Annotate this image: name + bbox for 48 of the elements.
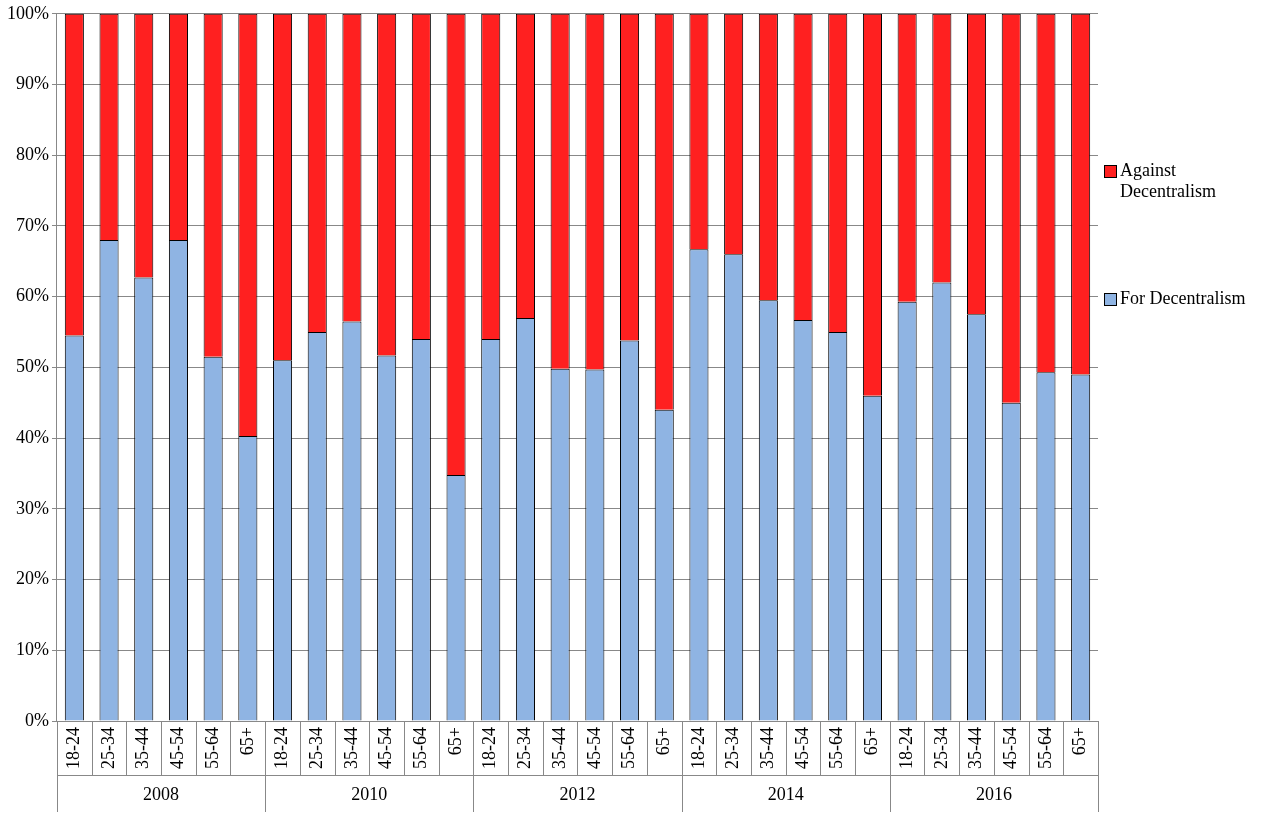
- y-tick-label: 20%: [15, 568, 49, 589]
- x-tick-label: 35-44: [965, 727, 986, 770]
- text: 2008: [143, 784, 180, 805]
- x-tick-label: 18-24: [895, 727, 916, 770]
- x-tick-label: 65+: [861, 727, 882, 756]
- y-tick-label: 10%: [15, 639, 49, 660]
- text: 2010: [351, 784, 388, 805]
- x-tick-label: 45-54: [999, 727, 1020, 770]
- x-tick-label: 25-34: [722, 727, 743, 770]
- x-tick-label: 45-54: [375, 727, 396, 770]
- x-tick-label: 35-44: [132, 727, 153, 770]
- x-tick-label: 25-34: [97, 727, 118, 770]
- x-tick-label: 65+: [444, 727, 465, 756]
- x-tick-label: 35-44: [548, 727, 569, 770]
- y-tick-label: 30%: [15, 497, 49, 518]
- x-tick-label: 45-54: [791, 727, 812, 770]
- legend-label: For Decentralism: [1120, 288, 1246, 309]
- x-tick-label: 45-54: [583, 727, 604, 770]
- x-tick-label: 65+: [236, 727, 257, 756]
- y-tick-label: 40%: [15, 426, 49, 447]
- x-tick-label: 18-24: [687, 727, 708, 770]
- x-tick-label: 25-34: [930, 727, 951, 770]
- y-tick-label: 0%: [24, 709, 49, 730]
- x-tick-label: 55-64: [618, 727, 639, 770]
- x-tick-label: 55-64: [201, 727, 222, 770]
- x-tick-label: 65+: [1069, 727, 1090, 756]
- x-tick-label: 25-34: [305, 727, 326, 770]
- x-tick-label: 35-44: [757, 727, 778, 770]
- x-tick-label: 65+: [652, 727, 673, 756]
- x-tick-label: 25-34: [514, 727, 535, 770]
- x-tick-label: 55-64: [826, 727, 847, 770]
- x-tick-label: 55-64: [410, 727, 431, 770]
- y-tick-label: 70%: [15, 214, 49, 235]
- y-tick-label: 90%: [15, 73, 49, 94]
- y-tick-label: 50%: [15, 356, 49, 377]
- x-tick-label: 18-24: [479, 727, 500, 770]
- x-tick-label: 35-44: [340, 727, 361, 770]
- x-tick-label: 45-54: [167, 727, 188, 770]
- legend-label: Against Decentralism: [1120, 160, 1217, 202]
- x-tick-label: 18-24: [63, 727, 84, 770]
- y-tick-label: 80%: [15, 143, 49, 164]
- y-tick-label: 60%: [15, 285, 49, 306]
- text: 2016: [975, 784, 1012, 805]
- x-tick-label: 18-24: [271, 727, 292, 770]
- x-tick-label: 55-64: [1034, 727, 1055, 770]
- text: 2014: [767, 784, 804, 805]
- y-tick-label: 100%: [6, 2, 49, 23]
- text: 2012: [559, 784, 596, 805]
